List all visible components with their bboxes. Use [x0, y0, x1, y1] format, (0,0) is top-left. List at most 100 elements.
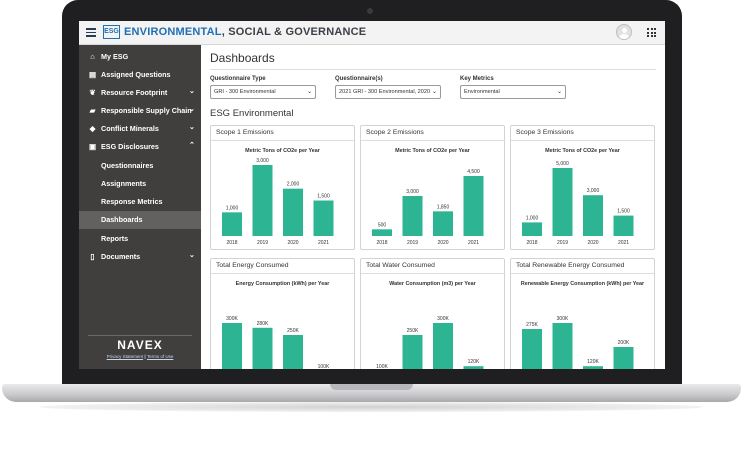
data-label-2018: 100K [376, 364, 388, 369]
sidebar-item-conflict-minerals[interactable]: ◆ Conflict Minerals ⌄ [79, 120, 201, 138]
footer-separator: | [144, 354, 146, 359]
hamburger-menu-icon[interactable] [86, 28, 96, 37]
card-divider [511, 273, 654, 274]
sidebar-item-assigned-questions[interactable]: ▤ Assigned Questions [79, 66, 201, 84]
card-divider [211, 273, 354, 274]
data-label-2021: 200K [618, 340, 630, 346]
bar-2018[interactable] [522, 222, 542, 236]
bar-2019[interactable] [252, 327, 273, 369]
data-label-2019: 250K [407, 328, 419, 334]
bar-2019[interactable] [402, 196, 423, 236]
bar-2018[interactable] [222, 323, 242, 369]
data-label-2019: 300K [557, 316, 569, 322]
terms-of-use-link[interactable]: Terms of Use [146, 354, 174, 359]
sidebar-item-questionnaires[interactable]: Questionnaires [79, 157, 201, 175]
bar-2021[interactable] [463, 176, 484, 236]
bar-chart: 1,000 2018 5,000 2019 3,000 2020 1,500 2021 [522, 161, 634, 246]
sidebar-item-response-metrics[interactable]: Response Metrics [79, 193, 201, 211]
privacy-statement-link[interactable]: Privacy Statement [106, 354, 144, 359]
chevron-down-icon: ⌄ [189, 106, 195, 113]
sidebar-item-label: Resource Footprint [101, 88, 168, 97]
sidebar-item-my-esg[interactable]: ⌂ My ESG [79, 48, 201, 66]
sidebar-item-assignments[interactable]: Assignments [79, 175, 201, 193]
chart-card-scope-1: Scope 1 Emissions Metric Tons of CO2e pe… [210, 125, 355, 250]
sidebar-item-label: Response Metrics [101, 197, 163, 206]
bar-2021[interactable] [613, 347, 634, 369]
data-label-2020: 2,000 [287, 182, 300, 188]
card-divider [211, 140, 354, 141]
chevron-down-icon: ⌄ [306, 89, 312, 95]
bar-2021[interactable] [463, 366, 484, 369]
data-label-2020: 250K [287, 328, 299, 334]
data-label-2020: 120K [587, 359, 599, 365]
sidebar-item-esg-disclosures[interactable]: ▣ ESG Disclosures ⌃ [79, 138, 201, 156]
navex-logo: NAVEX [117, 338, 163, 352]
chevron-down-icon: ⌄ [431, 88, 437, 95]
chevron-down-icon: ⌄ [189, 124, 195, 131]
chart-title: Energy Consumption (kWh) per Year [235, 281, 330, 287]
data-label-2021: 4,500 [467, 169, 480, 175]
bar-2021[interactable] [613, 215, 634, 236]
data-label-2021: 1,500 [617, 209, 630, 215]
page-title: Dashboards [210, 51, 275, 65]
bar-2018[interactable] [372, 229, 392, 236]
card-title: Total Energy Consumed [216, 262, 289, 269]
bar-2020[interactable] [583, 195, 603, 236]
x-tick-label-2021: 2021 [618, 240, 629, 246]
sidebar-item-label: Assignments [101, 179, 147, 188]
bar-2019[interactable] [402, 335, 423, 369]
chart-card-total-water: Total Water Consumed Water Consumption (… [360, 258, 505, 369]
chevron-down-icon: ⌄ [189, 88, 195, 95]
bar-2020[interactable] [283, 335, 303, 369]
bar-2019[interactable] [552, 323, 573, 369]
card-divider [511, 140, 654, 141]
data-label-2018: 275K [526, 322, 538, 328]
card-title: Total Water Consumed [366, 262, 435, 269]
data-label-2020: 300K [437, 316, 449, 322]
bar-chart: 100K 250K 300K 120K [376, 316, 484, 369]
questionnaires-select[interactable]: 2021 GRI - 300 Environmental, 2020 ⌄ [335, 85, 441, 99]
data-label-2020: 1,850 [437, 204, 450, 210]
questionnaire-type-value: GRI - 300 Environmental [214, 89, 276, 95]
bar-chart: 275K 300K 120K 200K [522, 316, 634, 369]
x-tick-label-2020: 2020 [587, 240, 598, 246]
bar-2018[interactable] [522, 329, 542, 369]
document-icon: ▣ [88, 142, 97, 151]
bar-2020[interactable] [433, 323, 453, 369]
chart-title: Metric Tons of CO2e per Year [245, 148, 320, 154]
sidebar-item-dashboards[interactable]: Dashboards [79, 211, 201, 229]
x-tick-label-2019: 2019 [407, 240, 418, 246]
sidebar-divider [88, 335, 192, 336]
bar-2018[interactable] [222, 212, 242, 236]
user-avatar-icon[interactable] [616, 24, 632, 40]
data-label-2019: 5,000 [556, 161, 569, 167]
x-tick-label-2020: 2020 [437, 240, 448, 246]
leaf-icon: ❦ [89, 88, 96, 97]
data-label-2018: 1,000 [526, 215, 539, 221]
key-metrics-select[interactable]: Environmental ⌄ [460, 85, 566, 99]
x-tick-label-2018: 2018 [526, 240, 537, 246]
sidebar-item-resource-footprint[interactable]: ❦ Resource Footprint ⌄ [79, 84, 201, 102]
sidebar-item-reports[interactable]: Reports [79, 230, 201, 248]
bar-2021[interactable] [313, 200, 334, 237]
list-icon: ▤ [88, 70, 97, 79]
sidebar-item-responsible-supply-chain[interactable]: ▰ Responsible Supply Chain ⌄ [79, 102, 201, 120]
bar-2020[interactable] [433, 211, 453, 236]
sidebar-item-label: Documents [101, 252, 141, 261]
sidebar-item-documents[interactable]: ▯ Documents ⌄ [79, 248, 201, 266]
bar-2020[interactable] [283, 188, 303, 236]
data-label-2019: 280K [257, 321, 269, 327]
card-title: Total Renewable Energy Consumed [516, 262, 625, 269]
section-title: ESG Environmental [210, 108, 294, 119]
sidebar-item-label: Reports [101, 234, 129, 243]
questionnaires-label: Questionnaire(s) [335, 76, 383, 82]
app-grid-icon[interactable] [647, 28, 656, 37]
questionnaire-type-select[interactable]: GRI - 300 Environmental ⌄ [210, 85, 316, 99]
card-divider [361, 273, 504, 274]
bar-2019[interactable] [252, 165, 273, 236]
bar-chart: 500 2018 3,000 2019 1,850 2020 4,500 2021 [372, 169, 484, 246]
chart-title: Metric Tons of CO2e per Year [395, 148, 470, 154]
bar-2019[interactable] [552, 168, 573, 236]
camera-icon [367, 8, 373, 14]
bar-2020[interactable] [583, 366, 603, 369]
